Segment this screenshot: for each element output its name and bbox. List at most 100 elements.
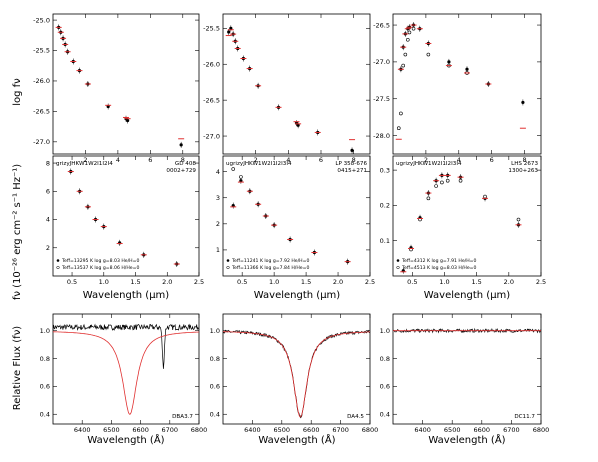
x-tick-label: 1.5 (301, 278, 311, 286)
star-designation: 0415+271 (337, 168, 367, 174)
data-point-open (403, 52, 408, 57)
data-point-open (483, 194, 487, 199)
y-tick-label: 1.0 (40, 327, 50, 335)
data-point (179, 143, 183, 147)
observed-spectrum (52, 323, 200, 369)
data-point-open (411, 26, 416, 31)
y-tick-label: -27.5 (373, 95, 390, 103)
legend-entry: Teff=11366 K log g=7.84 H/He=0 (231, 265, 309, 271)
y-tick-label: 1 (216, 246, 220, 254)
data-point (229, 26, 233, 30)
y-tick-label: 0.4 (40, 410, 50, 418)
x-tick-label: 4 (286, 156, 290, 164)
data-point (126, 118, 130, 123)
row3-ylabel: Relative Flux (fν) (12, 326, 23, 410)
legend-entry: Teff=4513 K log g=8.03 H/He=0 (401, 265, 477, 271)
axes-frame (392, 313, 542, 425)
data-point-open (445, 178, 450, 183)
y-tick-label: 0.6 (380, 383, 390, 391)
star-designation: 1300+263 (508, 168, 538, 174)
row2-ylabel: fν (10⁻²⁶ erg cm⁻² s⁻¹ Hz⁻¹) (12, 164, 23, 300)
y-tick-label: 3 (216, 194, 220, 202)
y-tick-label: -25.0 (33, 16, 50, 24)
data-point-open (401, 63, 405, 68)
legend-entry: Teff=11241 K log g=7.92 He/H=0 (231, 258, 309, 264)
y-tick-label: 0.2 (380, 202, 390, 210)
y-tick-label: 0.4 (380, 410, 390, 418)
row2-xlabel-3: Wavelength (μm) (424, 290, 511, 301)
x-tick-label: 6500 (103, 426, 120, 434)
x-tick-label: 6500 (274, 426, 291, 434)
x-tick-label: 6800 (533, 426, 550, 434)
x-tick-label: 6700 (162, 426, 179, 434)
data-point (239, 179, 243, 183)
y-tick-label: -27.0 (203, 132, 220, 140)
data-point-open (405, 37, 410, 42)
row2-xlabel-1: Wavelength (μm) (83, 290, 170, 301)
data-point-open (426, 196, 431, 201)
axes-frame (222, 313, 371, 425)
axes-frame (52, 313, 200, 425)
row3-xlabel-3: Wavelength (Å) (428, 433, 505, 446)
x-tick-label: 2.5 (194, 278, 204, 286)
data-point-open (407, 30, 412, 35)
y-tick-label: -26.0 (203, 60, 220, 68)
y-tick-label: -25.5 (203, 25, 220, 33)
spectral-type-label: DC11.7 (514, 414, 535, 420)
axes-frame (52, 13, 200, 155)
data-point-open (516, 217, 521, 222)
panel-r2c3: 0.5 1.0 1.5 2.0 2.5 0.1 0.2 0.3 ugrizyJHKW1W2I1I… (380, 155, 546, 286)
spectral-type-label: DBA3.7 (172, 414, 193, 420)
panel-r2c1: 0.5 1.0 1.5 2.0 2.5 2 4 6 8 grizyJHKW1W2I1I2I4 GD … (46, 155, 204, 286)
x-tick-label: 4 (457, 156, 461, 164)
y-tick-label: 4 (216, 168, 220, 176)
y-tick-label: -26.5 (33, 108, 50, 116)
x-tick-label: 2.0 (504, 278, 514, 286)
y-tick-label: -26.5 (373, 21, 390, 29)
x-tick-label: 4 (116, 156, 120, 164)
y-tick-label: 0.1 (380, 237, 390, 245)
x-tick-label: 8 (181, 156, 185, 164)
x-tick-label: 2 (83, 156, 87, 164)
data-point-open (426, 52, 431, 57)
panel-r1c2: 2 4 6 8 -25.5 -26.0 -26.5 -27.0 (203, 13, 371, 164)
legend-marker (396, 259, 400, 262)
y-tick-label: -25.5 (33, 47, 50, 55)
star-name: GD 408 (175, 161, 197, 167)
axes-frame (52, 155, 200, 277)
x-tick-label: 2.0 (333, 278, 343, 286)
spectral-type-label: DA4.5 (347, 414, 364, 420)
x-tick-label: 1.5 (471, 278, 481, 286)
data-point-open (231, 167, 236, 171)
filter-list: grizyJHKW1W2I1I2I4 (56, 161, 113, 167)
panels: 2 4 6 8 -25.0 -25.5 -26.0 -26.5 -27.0 2 4 6 8 -25.5 -2… (33, 13, 550, 434)
y-tick-label: -26.0 (33, 77, 50, 85)
row3-xlabel-2: Wavelength (Å) (258, 433, 335, 446)
y-tick-label: 0.8 (210, 355, 220, 363)
filter-list: ugrizyJHKW1W2I1I2I3I4 (396, 161, 462, 167)
x-tick-label: 6600 (303, 426, 320, 434)
x-tick-label: 8 (522, 156, 526, 164)
star-name: LP 358-676 (335, 161, 367, 167)
legend-marker (56, 259, 60, 262)
x-tick-label: 0.5 (407, 278, 417, 286)
data-point (227, 30, 231, 34)
legend-marker (226, 259, 230, 262)
x-tick-label: 2.5 (536, 278, 546, 286)
star-designation: 0002+729 (166, 168, 196, 174)
y-tick-label: 0.4 (210, 410, 220, 418)
row1-ylabel: log fν (12, 78, 23, 106)
data-point-open (399, 111, 403, 116)
y-tick-label: -26.5 (203, 96, 220, 104)
x-tick-label: 6700 (503, 426, 520, 434)
y-tick-label: 1.0 (210, 327, 220, 335)
x-tick-label: 6600 (474, 426, 491, 434)
data-point (465, 67, 469, 71)
x-tick-label: 6400 (244, 426, 261, 434)
y-tick-label: 0.8 (380, 355, 390, 363)
y-tick-label: 2 (216, 220, 220, 228)
x-tick-label: 6500 (444, 426, 461, 434)
legend-marker (396, 265, 400, 270)
x-tick-label: 2 (424, 156, 428, 164)
